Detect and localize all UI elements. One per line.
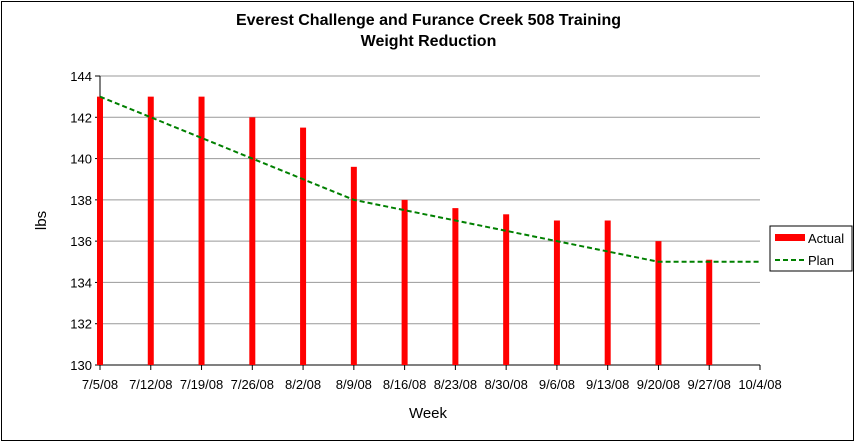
bar-actual <box>97 96 103 366</box>
bar-actual <box>147 96 154 366</box>
legend-label-actual: Actual <box>808 231 844 246</box>
bar-actual <box>300 127 307 365</box>
bar-actual <box>452 208 459 365</box>
y-tick-label: 136 <box>70 234 92 249</box>
x-tick-label: 7/12/08 <box>129 377 172 392</box>
legend-swatch-actual <box>775 234 805 241</box>
y-tick-label: 142 <box>70 110 92 125</box>
bar-actual <box>350 166 357 365</box>
x-tick-label: 8/23/08 <box>434 377 477 392</box>
x-tick-label: 7/5/08 <box>82 377 118 392</box>
y-axis-title: lbs <box>33 211 50 230</box>
x-tick-label: 8/2/08 <box>285 377 321 392</box>
y-tick-label: 140 <box>70 152 92 167</box>
x-tick-label: 7/26/08 <box>231 377 274 392</box>
x-tick-label: 8/16/08 <box>383 377 426 392</box>
y-tick-label: 130 <box>70 358 92 373</box>
x-tick-label: 9/20/08 <box>637 377 680 392</box>
bar-actual <box>553 220 560 365</box>
bar-actual <box>198 96 205 366</box>
x-tick-label: 9/13/08 <box>586 377 629 392</box>
y-tick-label: 132 <box>70 317 92 332</box>
bar-actual <box>706 259 713 365</box>
chart-subtitle: Weight Reduction <box>360 33 497 50</box>
chart-title: Everest Challenge and Furance Creek 508 … <box>235 12 622 29</box>
x-tick-label: 9/6/08 <box>539 377 575 392</box>
y-tick-label: 144 <box>70 69 92 84</box>
bar-actual <box>401 199 408 365</box>
bar-actual <box>503 214 510 365</box>
x-tick-label: 8/9/08 <box>336 377 372 392</box>
x-tick-label: 7/19/08 <box>180 377 223 392</box>
bar-actual <box>604 220 611 365</box>
x-axis-title: Week <box>409 405 448 422</box>
legend-box <box>769 225 853 272</box>
y-tick-label: 138 <box>70 193 92 208</box>
bar-actual <box>655 241 662 365</box>
x-tick-label: 8/30/08 <box>484 377 527 392</box>
plan-line <box>99 95 760 263</box>
x-tick-label: 10/4/08 <box>738 377 781 392</box>
legend-label-plan: Plan <box>808 253 834 268</box>
bar-actual <box>249 117 256 366</box>
y-tick-label: 134 <box>70 275 92 290</box>
x-tick-label: 9/27/08 <box>688 377 731 392</box>
